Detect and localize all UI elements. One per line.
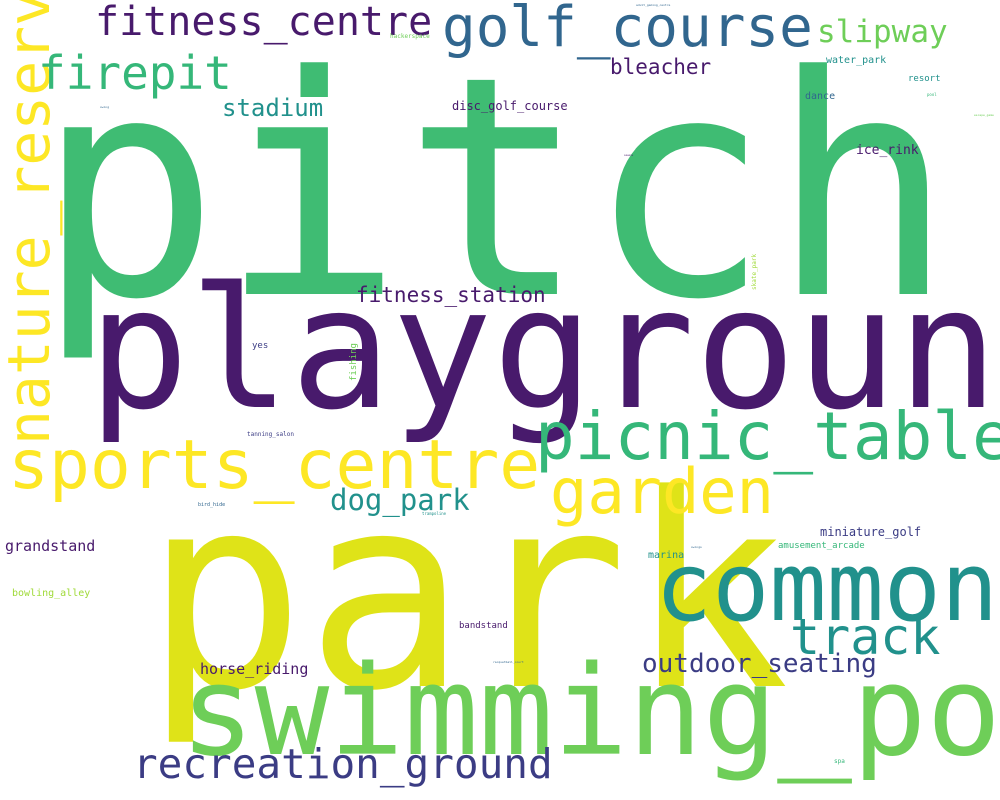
word-miniature-golf: miniature_golf — [820, 525, 922, 539]
word-skate-park: skate_park — [751, 253, 758, 290]
word-golf-course: golf_course — [442, 0, 813, 60]
word-picnic-table: picnic_table — [535, 398, 1000, 475]
word-recreation-ground: recreation_ground — [133, 740, 553, 788]
word-disc-golf-course: disc_golf_course — [452, 99, 568, 113]
word-firepit: firepit — [38, 46, 232, 100]
word-sauna: sauna — [624, 153, 634, 157]
word-trampoline: trampoline — [422, 511, 447, 516]
word-dog-park: dog_park — [330, 483, 470, 517]
word-resort: resort — [908, 74, 941, 84]
word-amusement-arcade: amusement_arcade — [778, 541, 865, 551]
word-spa: spa — [834, 758, 845, 765]
word-sports-centre: sports_centre — [8, 426, 541, 505]
word-swings: swings — [691, 545, 702, 549]
word-slipway: slipway — [817, 14, 948, 50]
word-dance: dance — [805, 91, 836, 102]
word-hackerspace: hackerspace — [390, 33, 430, 40]
word-fitness-station: fitness_station — [356, 283, 546, 307]
word-stadium: stadium — [222, 94, 324, 122]
word-common: common — [655, 533, 999, 643]
word-pool: pool — [927, 92, 937, 97]
word-playground: playground — [88, 251, 1000, 447]
word-garden: garden — [550, 455, 774, 528]
word-adult-gaming-centre: adult_gaming_centre — [636, 3, 671, 7]
word-bleacher: bleacher — [610, 55, 712, 79]
word-grandstand: grandstand — [5, 537, 96, 555]
word-water-park: water_park — [826, 55, 887, 66]
word-racquetball-court: racquetball_court — [493, 660, 524, 664]
word-bandstand: bandstand — [459, 621, 508, 631]
word-tanning-salon: tanning_salon — [247, 431, 294, 438]
word-swimming-pool: swimming_pool — [180, 640, 1000, 784]
word-park: park — [144, 438, 790, 750]
word-bird-hide: bird_hide — [198, 502, 226, 508]
word-outdoor-seating: outdoor_seating — [642, 649, 877, 679]
word-pitch: pitch — [36, 11, 955, 366]
word-track: track — [790, 608, 941, 666]
word-fitness-centre: fitness_centre — [95, 0, 433, 45]
word-horse-riding: horse_riding — [200, 660, 309, 678]
word-ice-rink: ice_rink — [856, 143, 919, 158]
word-marina: marina — [648, 550, 685, 561]
word-swing: swing — [100, 105, 110, 109]
word-bowling-alley: bowling_alley — [12, 588, 91, 599]
word-escape-game: escape_game — [974, 113, 994, 117]
word-yes: yes — [252, 341, 269, 351]
word-fishing: fishing — [349, 343, 359, 381]
